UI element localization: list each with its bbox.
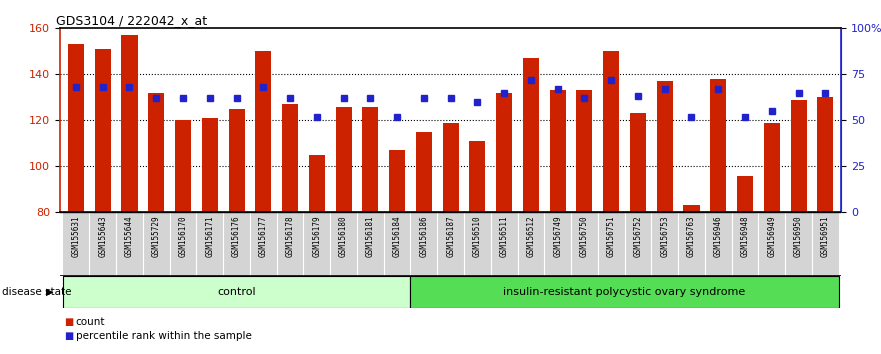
- Text: GSM155729: GSM155729: [152, 216, 160, 257]
- Text: GSM155644: GSM155644: [125, 216, 134, 257]
- Bar: [523, 58, 539, 212]
- Text: GSM156179: GSM156179: [313, 216, 322, 257]
- Bar: [94, 49, 111, 212]
- Text: GSM156184: GSM156184: [393, 216, 402, 257]
- Text: GSM156171: GSM156171: [205, 216, 214, 257]
- Text: count: count: [76, 317, 105, 327]
- Text: insulin-resistant polycystic ovary syndrome: insulin-resistant polycystic ovary syndr…: [503, 287, 745, 297]
- Bar: [309, 155, 325, 212]
- Bar: [63, 276, 411, 308]
- Bar: [790, 100, 807, 212]
- Text: GSM156752: GSM156752: [633, 216, 642, 257]
- Bar: [175, 120, 191, 212]
- Bar: [389, 150, 405, 212]
- Text: GSM156186: GSM156186: [419, 216, 428, 257]
- Text: GSM156180: GSM156180: [339, 216, 348, 257]
- Text: GSM156949: GSM156949: [767, 216, 776, 257]
- Text: GSM156749: GSM156749: [553, 216, 562, 257]
- Bar: [737, 176, 753, 212]
- Text: GSM156511: GSM156511: [500, 216, 508, 257]
- Bar: [710, 79, 726, 212]
- Text: GSM156178: GSM156178: [285, 216, 294, 257]
- Text: disease state: disease state: [2, 287, 71, 297]
- Text: ■: ■: [64, 331, 73, 341]
- Bar: [148, 93, 164, 212]
- Text: GSM156948: GSM156948: [741, 216, 750, 257]
- Text: GSM156512: GSM156512: [527, 216, 536, 257]
- Bar: [228, 109, 245, 212]
- Bar: [416, 132, 432, 212]
- Text: GSM155643: GSM155643: [98, 216, 107, 257]
- Bar: [362, 107, 378, 212]
- Text: GSM156763: GSM156763: [687, 216, 696, 257]
- Bar: [550, 91, 566, 212]
- Text: GSM155631: GSM155631: [71, 216, 80, 257]
- Text: control: control: [218, 287, 255, 297]
- Bar: [202, 118, 218, 212]
- Bar: [442, 123, 459, 212]
- Bar: [630, 113, 646, 212]
- Text: GSM156181: GSM156181: [366, 216, 374, 257]
- Bar: [603, 51, 619, 212]
- Bar: [496, 93, 512, 212]
- Text: GSM156187: GSM156187: [446, 216, 455, 257]
- Text: GSM156510: GSM156510: [473, 216, 482, 257]
- Bar: [470, 141, 485, 212]
- Text: GSM156750: GSM156750: [580, 216, 589, 257]
- Bar: [282, 104, 298, 212]
- Bar: [764, 123, 780, 212]
- Text: GSM156176: GSM156176: [232, 216, 241, 257]
- Bar: [122, 35, 137, 212]
- Text: GSM156170: GSM156170: [179, 216, 188, 257]
- Text: ▶: ▶: [46, 287, 54, 297]
- Text: ■: ■: [64, 317, 73, 327]
- Bar: [656, 81, 673, 212]
- Text: GSM156751: GSM156751: [607, 216, 616, 257]
- Text: GSM156946: GSM156946: [714, 216, 722, 257]
- Bar: [336, 107, 352, 212]
- Bar: [255, 51, 271, 212]
- Text: GDS3104 / 222042_x_at: GDS3104 / 222042_x_at: [56, 14, 207, 27]
- Text: percentile rank within the sample: percentile rank within the sample: [76, 331, 252, 341]
- Bar: [68, 45, 84, 212]
- Bar: [411, 276, 839, 308]
- Text: GSM156951: GSM156951: [821, 216, 830, 257]
- Text: GSM156753: GSM156753: [660, 216, 670, 257]
- Text: GSM156177: GSM156177: [259, 216, 268, 257]
- Bar: [818, 97, 833, 212]
- Bar: [576, 91, 592, 212]
- Bar: [684, 205, 700, 212]
- Text: GSM156950: GSM156950: [794, 216, 803, 257]
